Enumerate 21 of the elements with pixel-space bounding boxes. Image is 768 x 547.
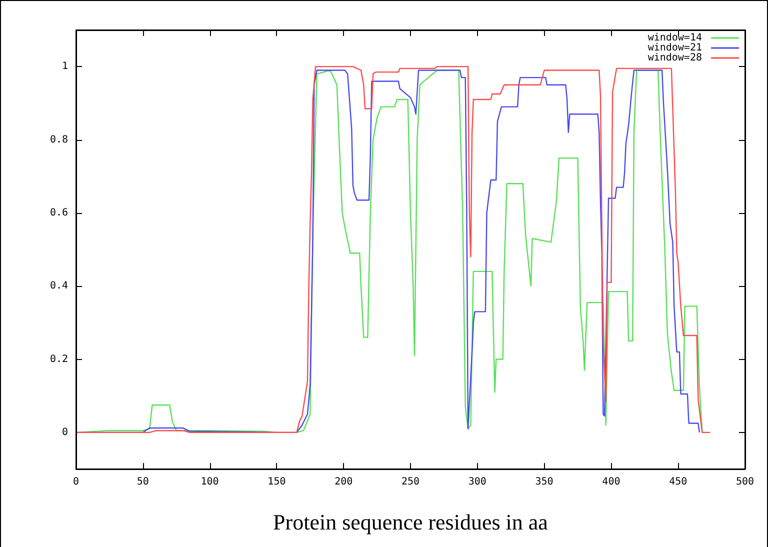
x-axis-title: Protein sequence residues in aa [273,510,548,534]
x-tick-label: 150 [268,476,286,488]
y-tick-label: 0.6 [50,207,68,218]
y-tick-label: 0.8 [50,134,68,146]
legend-label: window=14 [648,32,702,44]
y-tick-label: 0.4 [50,280,68,292]
legend-label: window=28 [648,52,702,64]
x-tick-label: 300 [468,476,486,488]
y-tick-label: 0 [62,426,68,438]
x-tick-label: 100 [200,476,219,488]
x-tick-label: 500 [736,476,754,488]
legend-label: window=21 [648,42,702,54]
x-tick-label: 0 [72,476,80,488]
x-tick-label: 400 [602,476,620,488]
x-tick-label: 450 [669,476,688,488]
x-tick-label: 250 [401,476,420,488]
y-tick-label: 1 [62,61,68,72]
x-tick-label: 350 [535,476,554,488]
x-tick-label: 50 [136,476,149,488]
x-tick-label: 200 [334,476,353,488]
y-tick-label: 0.2 [50,354,68,365]
